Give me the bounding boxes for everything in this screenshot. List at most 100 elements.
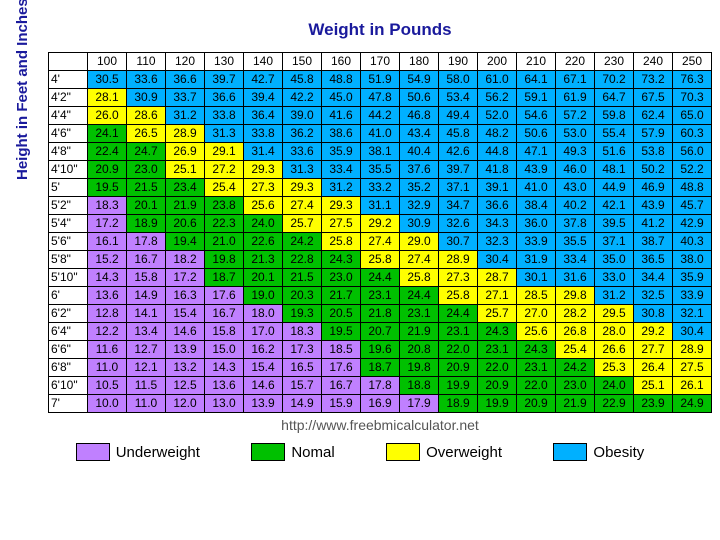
bmi-cell: 30.4 [478,251,517,269]
bmi-cell: 61.0 [478,71,517,89]
table-row: 7'10.011.012.013.013.914.915.916.917.918… [49,395,712,413]
bmi-cell: 16.2 [244,341,283,359]
bmi-cell: 28.6 [127,107,166,125]
bmi-cell: 32.3 [478,233,517,251]
bmi-cell: 23.1 [400,305,439,323]
bmi-cell: 41.0 [517,179,556,197]
bmi-cell: 15.4 [244,359,283,377]
bmi-cell: 20.9 [517,395,556,413]
bmi-cell: 12.0 [166,395,205,413]
bmi-cell: 13.2 [166,359,205,377]
bmi-cell: 46.0 [556,161,595,179]
bmi-cell: 25.4 [205,179,244,197]
bmi-cell: 17.2 [166,269,205,287]
bmi-cell: 17.6 [322,359,361,377]
bmi-cell: 11.0 [127,395,166,413]
bmi-cell: 22.0 [478,359,517,377]
col-header: 190 [439,53,478,71]
bmi-cell: 27.4 [361,233,400,251]
bmi-cell: 24.4 [361,269,400,287]
row-header: 6'4" [49,323,88,341]
bmi-cell: 31.1 [361,197,400,215]
bmi-cell: 19.5 [88,179,127,197]
bmi-cell: 21.3 [244,251,283,269]
bmi-cell: 10.0 [88,395,127,413]
bmi-cell: 76.3 [673,71,712,89]
bmi-cell: 19.6 [361,341,400,359]
bmi-cell: 25.3 [595,359,634,377]
bmi-cell: 30.9 [127,89,166,107]
bmi-cell: 50.2 [634,161,673,179]
bmi-cell: 21.9 [166,197,205,215]
col-header: 210 [517,53,556,71]
bmi-cell: 46.9 [634,179,673,197]
bmi-cell: 23.8 [205,197,244,215]
bmi-cell: 18.2 [166,251,205,269]
bmi-table: 1001101201301401501601701801902002102202… [48,52,712,413]
bmi-cell: 39.4 [244,89,283,107]
row-header: 4'8" [49,143,88,161]
bmi-cell: 35.0 [595,251,634,269]
bmi-cell: 27.3 [439,269,478,287]
bmi-cell: 17.3 [283,341,322,359]
legend-label: Underweight [116,444,200,461]
bmi-cell: 26.8 [556,323,595,341]
bmi-cell: 14.3 [205,359,244,377]
bmi-cell: 24.4 [400,287,439,305]
bmi-cell: 25.8 [322,233,361,251]
bmi-cell: 29.1 [205,143,244,161]
bmi-cell: 27.1 [478,287,517,305]
bmi-cell: 21.9 [400,323,439,341]
bmi-cell: 16.7 [127,251,166,269]
col-header: 130 [205,53,244,71]
corner-cell [49,53,88,71]
col-header: 200 [478,53,517,71]
bmi-cell: 20.6 [166,215,205,233]
bmi-cell: 38.7 [634,233,673,251]
bmi-cell: 36.6 [166,71,205,89]
bmi-cell: 35.5 [361,161,400,179]
bmi-cell: 21.0 [205,233,244,251]
bmi-cell: 57.2 [556,107,595,125]
row-header: 6'6" [49,341,88,359]
bmi-cell: 26.4 [634,359,673,377]
bmi-cell: 14.9 [127,287,166,305]
col-header: 230 [595,53,634,71]
bmi-cell: 33.4 [556,251,595,269]
bmi-cell: 70.2 [595,71,634,89]
bmi-cell: 18.7 [205,269,244,287]
bmi-cell: 12.8 [88,305,127,323]
bmi-cell: 37.6 [400,161,439,179]
bmi-cell: 14.3 [88,269,127,287]
bmi-cell: 43.0 [556,179,595,197]
table-row: 5'4"17.218.920.622.324.025.727.529.230.9… [49,215,712,233]
bmi-cell: 50.6 [517,125,556,143]
bmi-cell: 23.1 [361,287,400,305]
table-row: 5'8"15.216.718.219.821.322.824.325.827.4… [49,251,712,269]
bmi-cell: 20.3 [283,287,322,305]
bmi-cell: 57.9 [634,125,673,143]
bmi-cell: 43.9 [517,161,556,179]
bmi-cell: 16.5 [283,359,322,377]
bmi-cell: 31.2 [322,179,361,197]
bmi-cell: 18.0 [244,305,283,323]
bmi-cell: 20.5 [322,305,361,323]
bmi-cell: 37.8 [556,215,595,233]
table-row: 4'4"26.028.631.233.836.439.041.644.246.8… [49,107,712,125]
table-row: 5'6"16.117.819.421.022.624.225.827.429.0… [49,233,712,251]
bmi-cell: 56.0 [673,143,712,161]
bmi-cell: 28.9 [439,251,478,269]
bmi-cell: 33.7 [166,89,205,107]
bmi-cell: 33.0 [595,269,634,287]
bmi-cell: 33.8 [244,125,283,143]
bmi-cell: 42.6 [439,143,478,161]
bmi-cell: 31.9 [517,251,556,269]
bmi-cell: 37.1 [439,179,478,197]
bmi-cell: 25.8 [439,287,478,305]
bmi-cell: 16.7 [322,377,361,395]
col-header: 110 [127,53,166,71]
bmi-cell: 30.1 [517,269,556,287]
bmi-cell: 65.0 [673,107,712,125]
row-header: 6'2" [49,305,88,323]
bmi-cell: 25.6 [517,323,556,341]
